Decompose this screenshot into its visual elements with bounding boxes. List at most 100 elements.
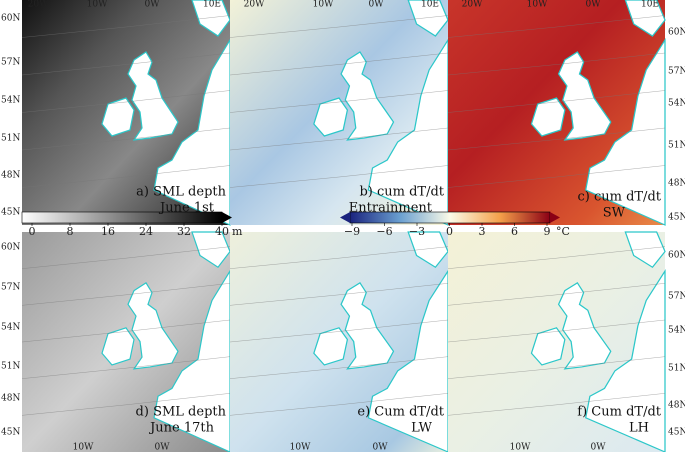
lat-label: 51N bbox=[668, 364, 685, 374]
graticule bbox=[21, 319, 231, 343]
lat-label: 60N bbox=[1, 243, 20, 253]
panel-sublabel: LW bbox=[411, 421, 433, 436]
lon-label: 0W bbox=[373, 443, 389, 452]
panel-sublabel: LH bbox=[629, 421, 649, 436]
lat-label: 48N bbox=[668, 401, 685, 411]
lat-label: 45N bbox=[668, 213, 685, 223]
colorbar-tick-label: 6 bbox=[511, 225, 518, 238]
lat-label: 60N bbox=[668, 251, 685, 261]
graticule bbox=[21, 127, 231, 151]
panel-sublabel: June 17th bbox=[148, 421, 215, 436]
map-panels bbox=[21, 0, 666, 452]
lon-label: 10E bbox=[421, 0, 439, 10]
lat-label: 48N bbox=[1, 171, 20, 181]
graticule bbox=[229, 356, 449, 379]
colorbar-tick-label: 16 bbox=[101, 225, 115, 238]
map-panel bbox=[21, 0, 231, 226]
graticule bbox=[447, 15, 666, 38]
colorbar-unit: m bbox=[232, 225, 243, 238]
panel-sublabel: Entrainment bbox=[349, 201, 433, 216]
lat-label: 60N bbox=[1, 14, 20, 24]
lat-label: 45N bbox=[1, 208, 20, 218]
lon-label: 10W bbox=[313, 0, 334, 10]
lon-label: 10W bbox=[527, 0, 548, 10]
graticule bbox=[229, 52, 449, 76]
lon-label: 0W bbox=[369, 0, 385, 10]
graticule bbox=[447, 127, 666, 151]
lat-label: 51N bbox=[668, 141, 685, 151]
lon-label: 10E bbox=[203, 0, 221, 10]
graticule bbox=[447, 90, 666, 113]
colorbar-tick-label: 8 bbox=[67, 225, 74, 238]
colorbar-diverging bbox=[340, 211, 560, 224]
lat-label: 51N bbox=[1, 134, 20, 144]
graticule bbox=[21, 283, 231, 306]
graticule bbox=[229, 393, 449, 416]
graticule bbox=[229, 246, 449, 269]
graticule bbox=[229, 319, 449, 343]
lon-label: 10W bbox=[510, 443, 531, 452]
map-panel bbox=[447, 231, 666, 452]
graticule bbox=[229, 127, 449, 151]
panel-label: f) Cum dT/dt bbox=[577, 405, 661, 420]
map-panel bbox=[229, 0, 449, 226]
graticule bbox=[447, 356, 666, 379]
lon-label: 0W bbox=[145, 0, 161, 10]
colorbar-tick-label: 0 bbox=[29, 225, 36, 238]
colorbar-tick-label: 0 bbox=[446, 225, 453, 238]
lon-label: 20W bbox=[462, 0, 483, 10]
colorbar-tick-label: 32 bbox=[177, 225, 191, 238]
graticule bbox=[21, 165, 231, 188]
lat-label: 54N bbox=[668, 326, 685, 336]
lat-label: 60N bbox=[668, 28, 685, 38]
colorbar-tick-label: −6 bbox=[376, 225, 392, 238]
graticule bbox=[229, 283, 449, 306]
lon-label: 0W bbox=[155, 443, 171, 452]
graticule bbox=[447, 246, 666, 269]
lat-label: 57N bbox=[1, 283, 20, 293]
lon-label: 10W bbox=[73, 443, 94, 452]
colorbar-tick-label: 9 bbox=[544, 225, 551, 238]
lat-label: 54N bbox=[1, 96, 20, 106]
lat-label: 54N bbox=[668, 99, 685, 109]
lat-label: 48N bbox=[668, 179, 685, 189]
colorbar-tick-label: −3 bbox=[409, 225, 425, 238]
graticule bbox=[447, 319, 666, 343]
panel-sublabel: SW bbox=[603, 206, 626, 221]
colorbar-tick-label: −9 bbox=[344, 225, 360, 238]
map-panel bbox=[447, 0, 666, 226]
lat-label: 54N bbox=[1, 323, 20, 333]
graticule bbox=[21, 15, 231, 38]
graticule bbox=[447, 52, 666, 76]
lat-label: 57N bbox=[668, 292, 685, 302]
graticule bbox=[447, 165, 666, 188]
graticule bbox=[229, 165, 449, 188]
map-panel bbox=[21, 231, 231, 452]
panel-label: d) SML depth bbox=[136, 405, 227, 420]
colorbar-unit: °C bbox=[556, 225, 570, 238]
map-panel bbox=[229, 231, 449, 452]
graticule bbox=[21, 52, 231, 76]
lat-label: 51N bbox=[1, 362, 20, 372]
graticule bbox=[229, 15, 449, 38]
colorbar-tick-label: 24 bbox=[139, 225, 153, 238]
lat-label: 48N bbox=[1, 394, 20, 404]
graticule bbox=[447, 393, 666, 416]
lat-label: 57N bbox=[1, 58, 20, 68]
lat-label: 45N bbox=[1, 428, 20, 438]
lon-label: 20W bbox=[28, 0, 49, 10]
graticule bbox=[21, 90, 231, 113]
colorbar-gray bbox=[21, 211, 232, 224]
graticule bbox=[21, 393, 231, 416]
panel-sublabel: June 1st bbox=[158, 201, 215, 216]
graticule bbox=[447, 283, 666, 306]
graticule bbox=[21, 246, 231, 269]
colorbar-tick-label: 40 bbox=[215, 225, 229, 238]
lon-label: 0W bbox=[586, 0, 602, 10]
colorbar-tick-label: 3 bbox=[479, 225, 486, 238]
lon-label: 0W bbox=[591, 443, 607, 452]
lat-label: 57N bbox=[668, 67, 685, 77]
lon-label: 10E bbox=[641, 0, 659, 10]
lon-label: 10W bbox=[87, 0, 108, 10]
